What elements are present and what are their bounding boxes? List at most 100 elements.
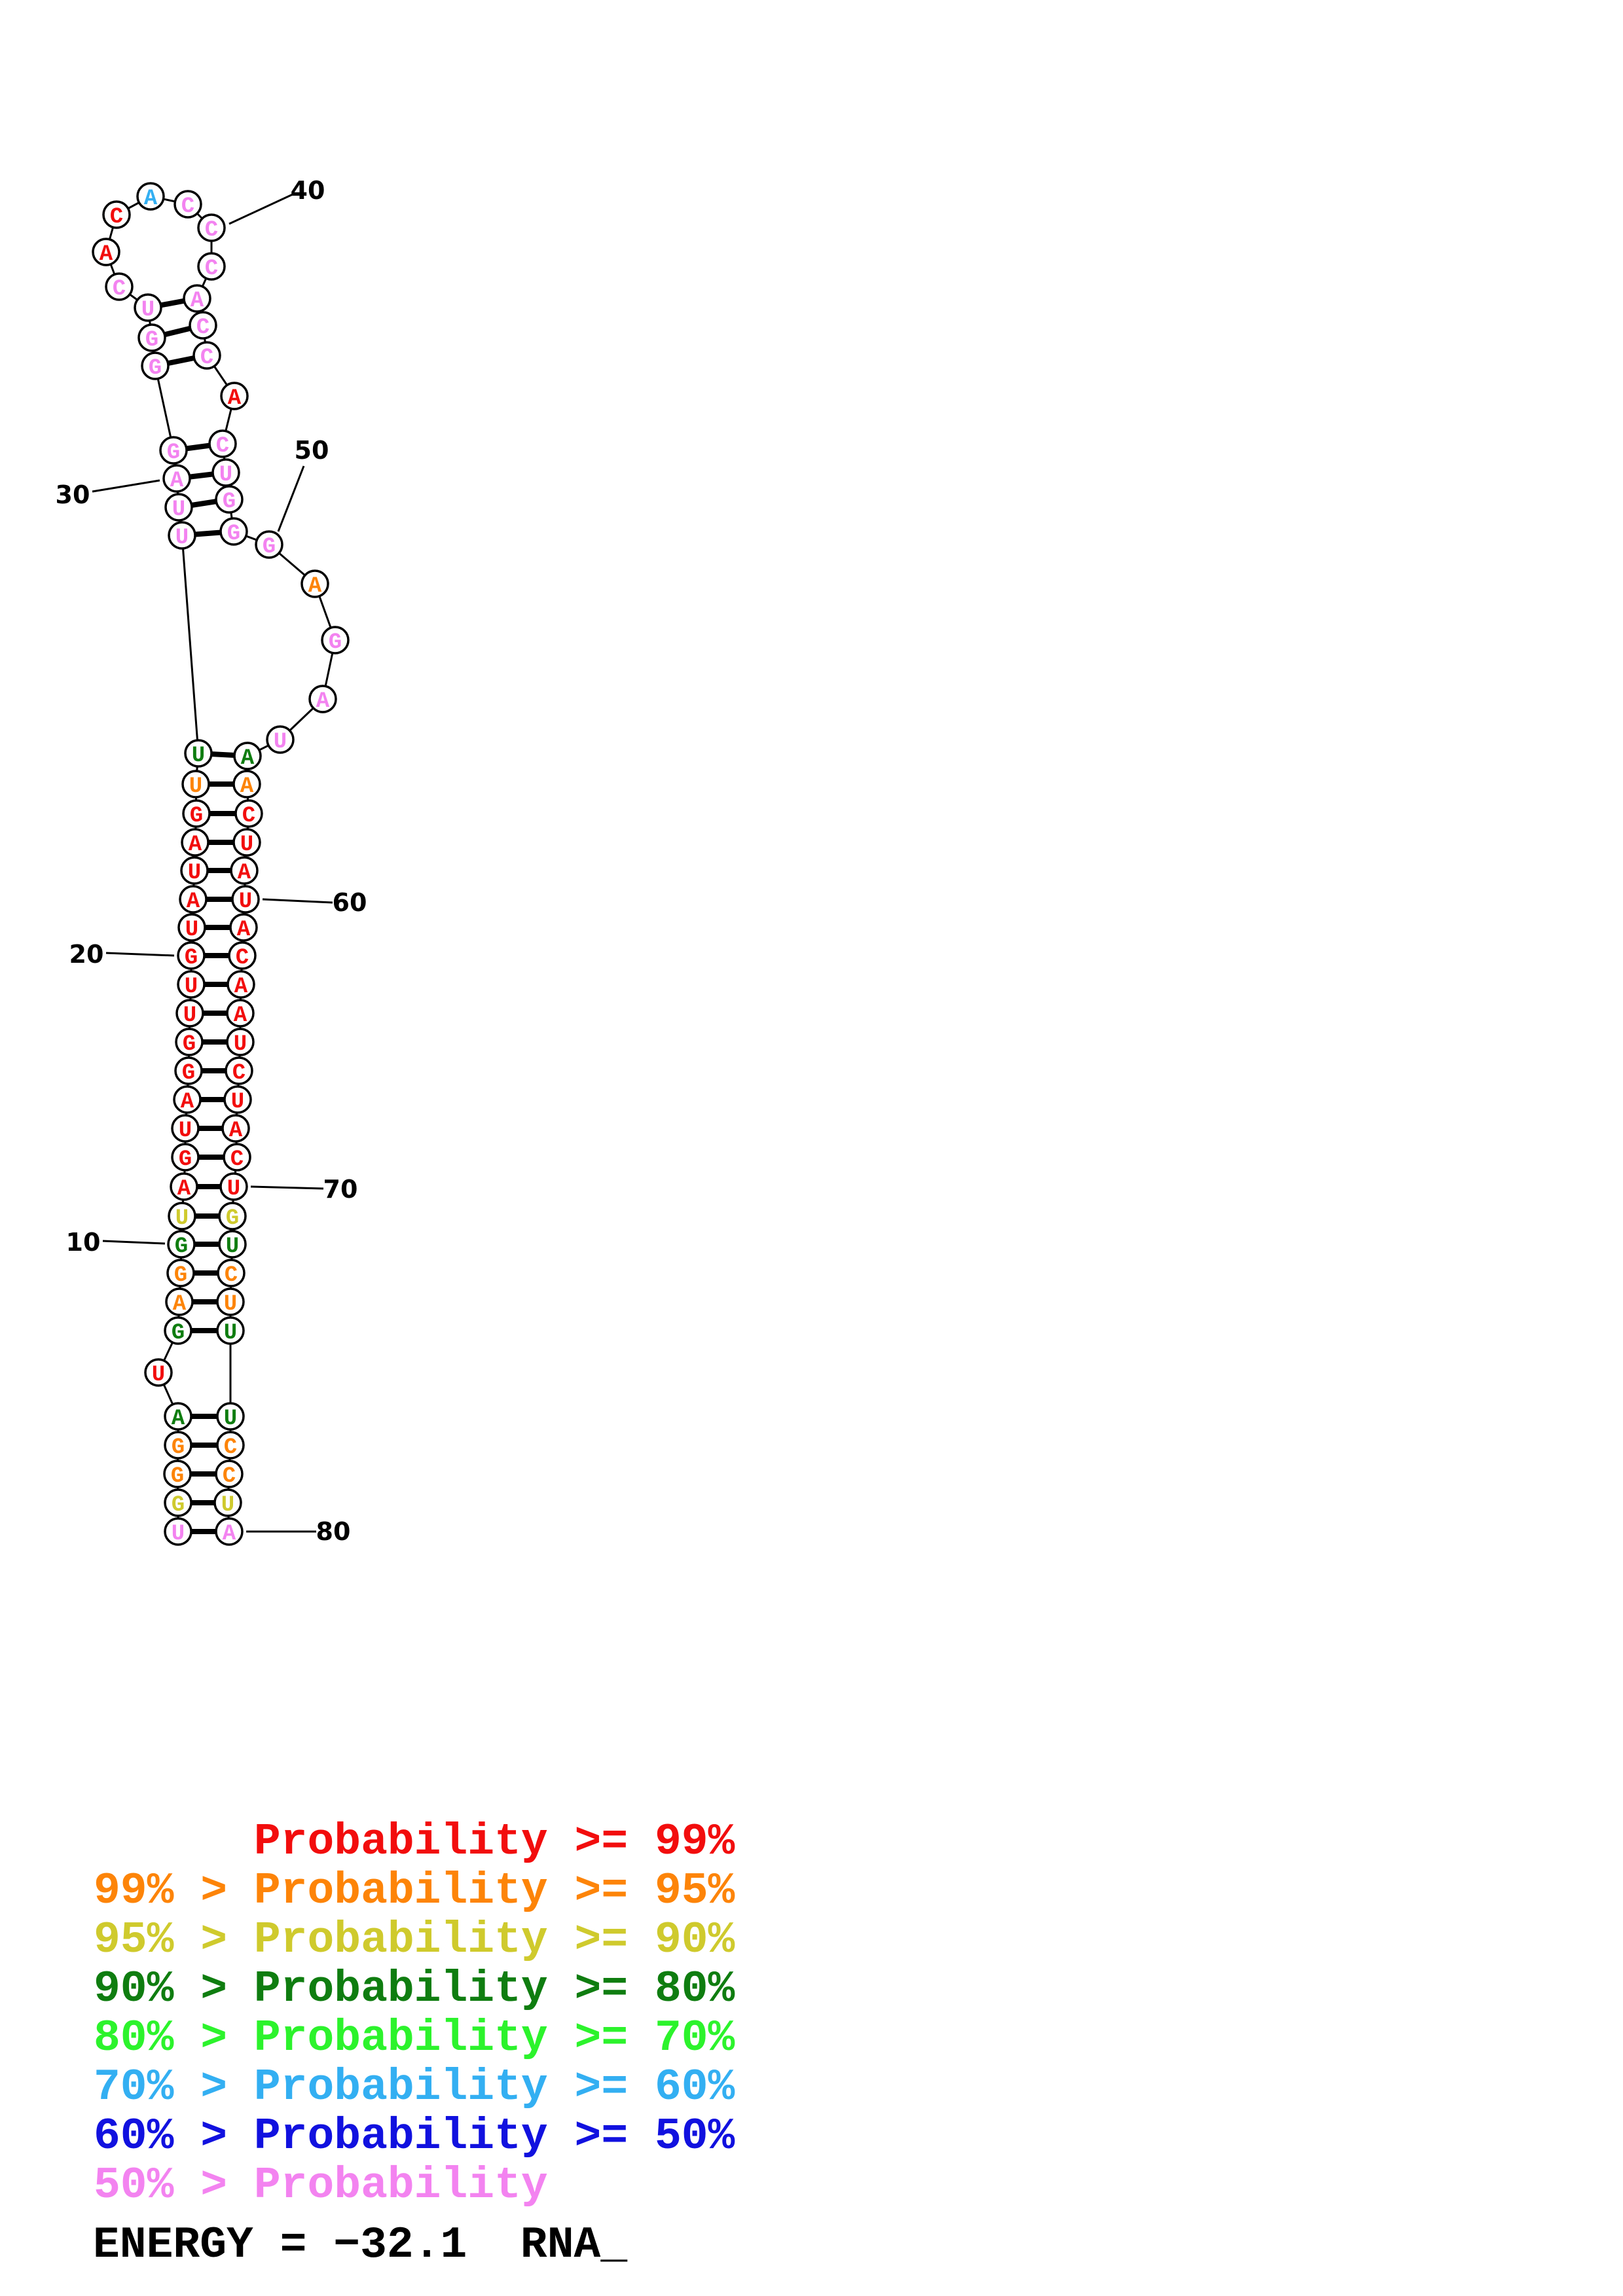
nucleotide-circle xyxy=(164,1488,192,1517)
nucleotide-base: A xyxy=(172,1407,185,1431)
nucleotide-base: C xyxy=(196,315,210,340)
nucleotide-circle xyxy=(170,1172,198,1201)
nucleotide-base: U xyxy=(141,298,155,323)
nucleotide-base: G xyxy=(182,1061,195,1086)
nucleotide-circle xyxy=(182,799,211,828)
nucleotide-circle xyxy=(136,182,165,211)
nucleotide-base: U xyxy=(185,975,198,999)
nucleotide-circle xyxy=(215,485,244,514)
nucleotide-base: G xyxy=(223,490,236,514)
legend-row: 80% > Probability >= 70% xyxy=(94,2013,735,2064)
legend-row: 70% > Probability >= 60% xyxy=(94,2062,735,2113)
nucleotide-base: C xyxy=(225,1263,238,1288)
nucleotide-base: U xyxy=(226,1234,239,1259)
nucleotide-circle xyxy=(228,941,257,970)
nucleotide-circle xyxy=(164,1517,192,1546)
nucleotide-circle xyxy=(226,1028,255,1056)
nucleotide-circle xyxy=(227,970,255,999)
nucleotide-base: A xyxy=(241,746,255,771)
nucleotide-circle xyxy=(197,252,226,281)
nucleotide-base: A xyxy=(240,774,254,799)
nucleotide-circle xyxy=(164,493,193,522)
nucleotide-circle xyxy=(217,1259,246,1287)
nucleotide-circle xyxy=(162,464,191,493)
nucleotide-circle xyxy=(266,725,295,754)
nucleotide-base: U xyxy=(224,1321,237,1346)
nucleotide-circle xyxy=(141,351,170,380)
nucleotide-base: U xyxy=(224,1407,237,1431)
nucleotide-circle xyxy=(197,213,226,242)
nucleotide-circle xyxy=(163,1460,192,1488)
nucleotide-circle xyxy=(234,799,263,828)
nucleotide-circle xyxy=(167,1230,196,1259)
nucleotide-circle xyxy=(171,1143,200,1172)
nucleotide-base: A xyxy=(177,1177,191,1202)
nucleotide-circle xyxy=(208,429,237,458)
nucleotide-circle xyxy=(230,856,259,885)
nucleotide-base: U xyxy=(175,1206,189,1231)
position-label: 60 xyxy=(333,888,367,917)
nucleotide-circle xyxy=(216,1316,245,1345)
nucleotide-base: C xyxy=(223,1464,236,1489)
nucleotide-circle xyxy=(221,1114,250,1143)
nucleotide-base: A xyxy=(100,242,113,267)
nucleotide-circle xyxy=(173,190,202,219)
nucleotide-circle xyxy=(180,856,209,885)
nucleotide-base: G xyxy=(174,1263,187,1288)
nucleotide-circle xyxy=(144,1358,173,1387)
nucleotide-circle xyxy=(171,1114,200,1143)
nucleotide-circle xyxy=(301,569,329,598)
nucleotide-base: U xyxy=(227,1177,240,1202)
nucleotide-base: A xyxy=(187,889,200,914)
nucleotide-base: U xyxy=(152,1363,165,1388)
nucleotide-base: A xyxy=(238,861,251,886)
nucleotide-base: C xyxy=(205,257,218,281)
nucleotide-circle xyxy=(192,341,221,370)
nucleotide-circle xyxy=(216,1402,245,1431)
nucleotide-circle xyxy=(321,626,350,655)
nucleotide-base: A xyxy=(237,918,251,942)
nucleotide-circle xyxy=(134,293,162,322)
nucleotide-base: A xyxy=(144,187,158,211)
nucleotide-circle xyxy=(168,1202,196,1230)
legend-row: 99% > Probability >= 95% xyxy=(94,1866,735,1916)
legend-row: 95% > Probability >= 90% xyxy=(94,1915,735,1965)
nucleotide-circle xyxy=(165,1287,194,1316)
nucleotide-base: G xyxy=(185,946,198,971)
nucleotide-base: U xyxy=(185,918,198,942)
position-label-line xyxy=(250,1185,324,1190)
nucleotide-circle xyxy=(177,970,206,999)
nucleotide-base: U xyxy=(172,1522,185,1547)
nucleotide-base: G xyxy=(226,1206,239,1231)
position-label: 10 xyxy=(66,1228,101,1257)
nucleotide-base: A xyxy=(223,1522,236,1547)
nucleotide-circle xyxy=(215,1460,244,1488)
position-label: 20 xyxy=(69,940,104,969)
nucleotide-circle xyxy=(226,999,255,1028)
nucleotide-base: U xyxy=(224,1292,237,1317)
nucleotide-base: C xyxy=(113,277,126,302)
nucleotide-base: C xyxy=(236,946,249,971)
nucleotide-base: G xyxy=(145,328,158,353)
nucleotide-circle xyxy=(175,999,204,1028)
position-label: 80 xyxy=(316,1517,351,1546)
nucleotide-circle xyxy=(102,200,131,229)
nucleotide-base: A xyxy=(234,975,248,999)
position-label-line xyxy=(262,898,333,904)
position-label-line xyxy=(105,952,175,957)
nucleotide-base: A xyxy=(308,574,322,599)
nucleotide-base: G xyxy=(263,535,276,560)
nucleotide-base: C xyxy=(181,194,194,219)
nucleotide-circle xyxy=(216,1287,245,1316)
legend-row: 90% > Probability >= 80% xyxy=(94,1964,735,2015)
nucleotide-base: A xyxy=(229,1119,243,1143)
nucleotide-circle xyxy=(229,913,258,942)
backbone-segment xyxy=(154,365,175,451)
nucleotide-circle xyxy=(225,1056,253,1085)
nucleotide-circle xyxy=(232,828,261,857)
nucleotide-circle xyxy=(232,770,261,798)
nucleotide-circle xyxy=(179,885,208,914)
nucleotide-base: A xyxy=(189,833,202,857)
energy-label: ENERGY = −32.1 RNA_ xyxy=(93,2220,628,2270)
